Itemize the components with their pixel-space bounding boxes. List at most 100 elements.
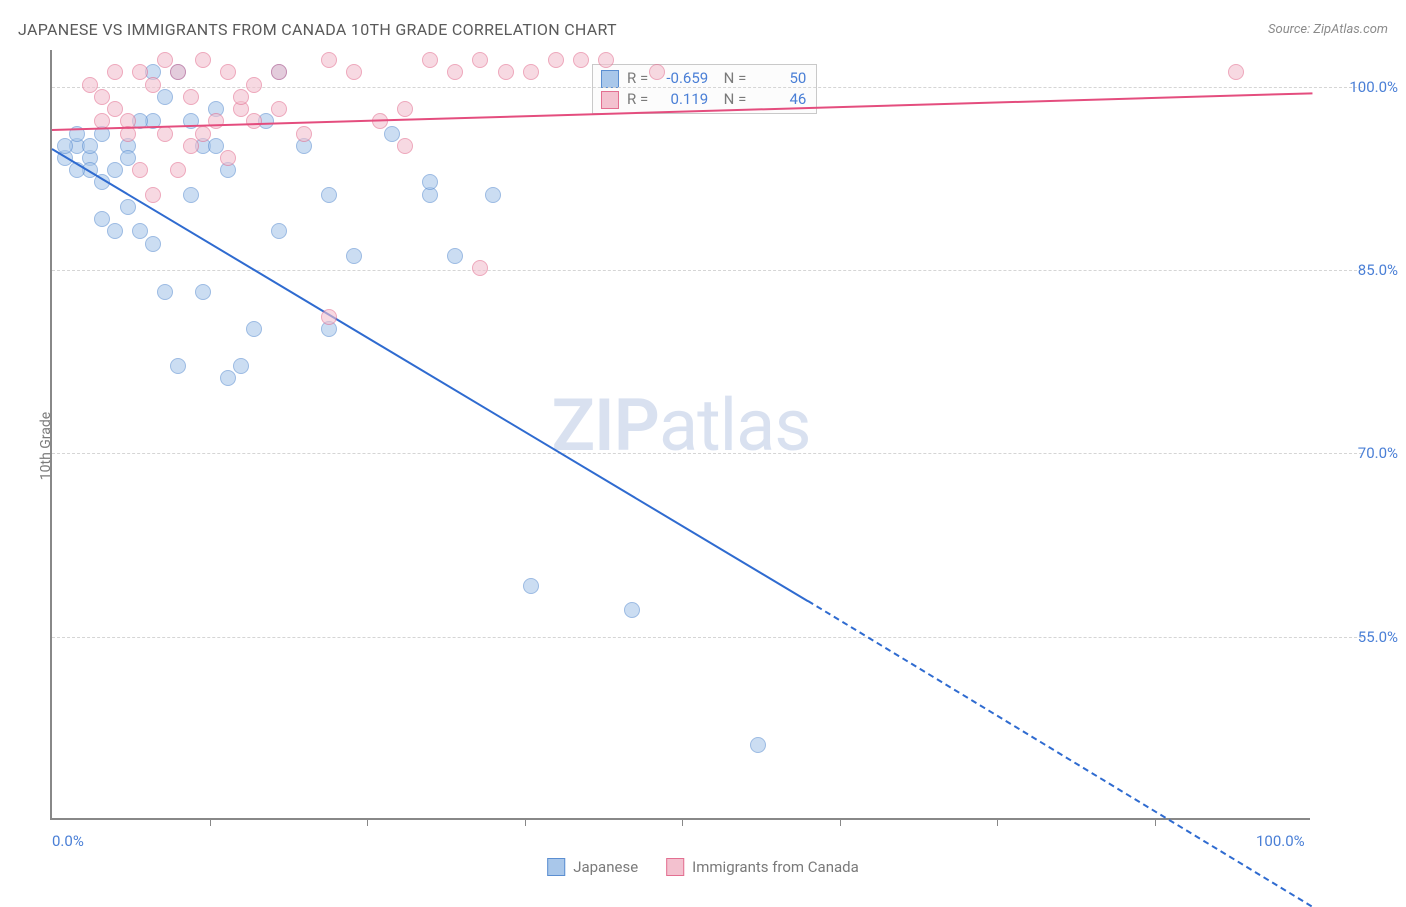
scatter-point: [145, 236, 161, 252]
scatter-point: [157, 284, 173, 300]
x-tick: [525, 818, 526, 826]
scatter-point: [195, 284, 211, 300]
trendline: [51, 148, 808, 602]
scatter-point: [208, 138, 224, 154]
legend-swatch-japanese-icon: [547, 858, 565, 876]
legend-label-japanese: Japanese: [573, 858, 638, 876]
legend-swatch-canada-icon: [666, 858, 684, 876]
gridline: [52, 637, 1362, 638]
scatter-point: [422, 52, 438, 68]
scatter-point: [246, 113, 262, 129]
scatter-point: [195, 52, 211, 68]
y-tick-label: 70.0%: [1358, 444, 1398, 462]
scatter-point: [157, 89, 173, 105]
legend-item-japanese: Japanese: [547, 858, 638, 876]
scatter-point: [170, 64, 186, 80]
scatter-point: [422, 174, 438, 190]
scatter-point: [296, 126, 312, 142]
scatter-point: [220, 64, 236, 80]
scatter-point: [750, 737, 766, 753]
scatter-point: [573, 52, 589, 68]
scatter-point: [170, 162, 186, 178]
scatter-point: [321, 309, 337, 325]
x-axis-label: 100.0%: [1256, 832, 1305, 850]
legend-item-canada: Immigrants from Canada: [666, 858, 859, 876]
scatter-point: [346, 248, 362, 264]
scatter-point: [195, 126, 211, 142]
scatter-point: [397, 138, 413, 154]
legend-row-canada: R = 0.119 N = 46: [601, 89, 806, 110]
scatter-point: [384, 126, 400, 142]
scatter-point: [107, 223, 123, 239]
scatter-point: [649, 64, 665, 80]
scatter-point: [472, 260, 488, 276]
scatter-point: [447, 64, 463, 80]
series-legend: Japanese Immigrants from Canada: [547, 858, 859, 876]
gridline: [52, 453, 1362, 454]
scatter-point: [498, 64, 514, 80]
scatter-point: [132, 162, 148, 178]
scatter-point: [120, 150, 136, 166]
scatter-point: [94, 89, 110, 105]
legend-r-label: R =: [627, 89, 648, 110]
scatter-point: [523, 64, 539, 80]
scatter-point: [220, 150, 236, 166]
plot-area: ZIPatlas R = -0.659 N = 50 R = 0.119 N =…: [50, 50, 1310, 820]
scatter-point: [208, 113, 224, 129]
correlation-legend: R = -0.659 N = 50 R = 0.119 N = 46: [592, 64, 817, 114]
scatter-point: [246, 321, 262, 337]
scatter-point: [548, 52, 564, 68]
scatter-point: [346, 64, 362, 80]
legend-r-value-canada: 0.119: [656, 89, 708, 110]
legend-n-label: N =: [716, 89, 746, 110]
scatter-point: [82, 138, 98, 154]
x-axis-label: 0.0%: [52, 832, 84, 850]
x-tick: [997, 818, 998, 826]
scatter-point: [233, 89, 249, 105]
x-tick: [1155, 818, 1156, 826]
x-tick: [840, 818, 841, 826]
scatter-point: [107, 64, 123, 80]
scatter-point: [246, 77, 262, 93]
scatter-point: [1228, 64, 1244, 80]
scatter-point: [157, 52, 173, 68]
scatter-point: [145, 77, 161, 93]
chart-title: JAPANESE VS IMMIGRANTS FROM CANADA 10TH …: [18, 20, 617, 39]
legend-label-canada: Immigrants from Canada: [692, 858, 859, 876]
scatter-point: [183, 89, 199, 105]
scatter-point: [321, 187, 337, 203]
scatter-point: [598, 52, 614, 68]
y-tick-label: 55.0%: [1358, 628, 1398, 646]
scatter-point: [120, 199, 136, 215]
legend-swatch-canada: [601, 91, 619, 109]
scatter-point: [170, 358, 186, 374]
scatter-point: [145, 187, 161, 203]
scatter-point: [321, 52, 337, 68]
scatter-point: [220, 370, 236, 386]
scatter-point: [132, 64, 148, 80]
scatter-point: [183, 187, 199, 203]
legend-swatch-japanese: [601, 70, 619, 88]
scatter-point: [157, 126, 173, 142]
scatter-point: [82, 77, 98, 93]
scatter-point: [94, 211, 110, 227]
source-attribution: Source: ZipAtlas.com: [1268, 22, 1388, 37]
scatter-point: [233, 358, 249, 374]
x-tick: [367, 818, 368, 826]
scatter-point: [271, 223, 287, 239]
scatter-point: [485, 187, 501, 203]
y-tick-label: 85.0%: [1358, 261, 1398, 279]
scatter-point: [132, 223, 148, 239]
scatter-point: [472, 52, 488, 68]
scatter-point: [271, 101, 287, 117]
scatter-point: [523, 578, 539, 594]
gridline: [52, 270, 1362, 271]
y-tick-label: 100.0%: [1349, 78, 1398, 96]
scatter-point: [271, 64, 287, 80]
scatter-point: [447, 248, 463, 264]
trendline: [807, 600, 1312, 907]
x-tick: [210, 818, 211, 826]
scatter-point: [107, 101, 123, 117]
watermark: ZIPatlas: [551, 383, 810, 468]
scatter-point: [183, 138, 199, 154]
